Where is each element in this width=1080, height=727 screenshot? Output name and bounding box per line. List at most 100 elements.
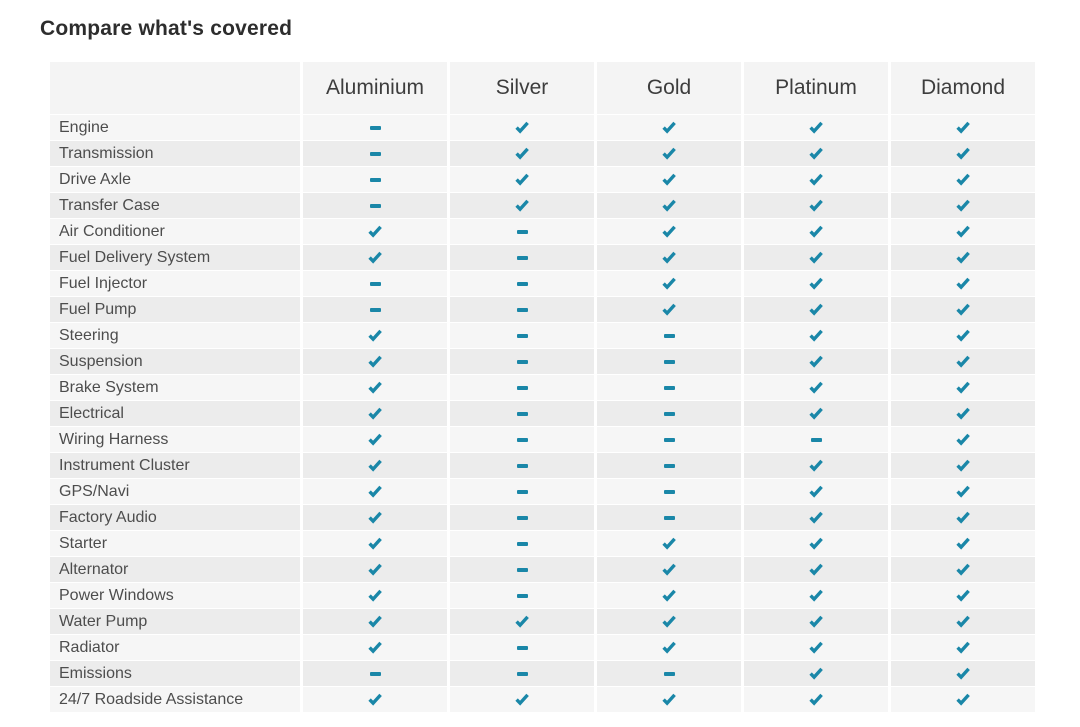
dash-icon [516,567,528,572]
check-icon [809,251,823,264]
check-icon [956,147,970,160]
coverage-cell [303,609,447,634]
row-label: Air Conditioner [50,219,300,244]
coverage-cell [891,375,1035,400]
coverage-cell [303,505,447,530]
coverage-cell [450,271,594,296]
dash-icon [663,359,675,364]
coverage-cell [891,635,1035,660]
check-icon [809,381,823,394]
row-label: Emissions [50,661,300,686]
coverage-cell [744,219,888,244]
check-icon [662,251,676,264]
coverage-cell [450,323,594,348]
dash-icon [516,489,528,494]
coverage-cell [891,687,1035,712]
dash-icon [516,541,528,546]
check-icon [809,485,823,498]
check-icon [662,641,676,654]
coverage-cell [891,219,1035,244]
coverage-cell [744,115,888,140]
row-label: Transfer Case [50,193,300,218]
check-icon [956,303,970,316]
row-label: Engine [50,115,300,140]
check-icon [956,121,970,134]
check-icon [515,199,529,212]
column-header-diamond: Diamond [891,62,1035,114]
coverage-cell [744,323,888,348]
coverage-cell [891,167,1035,192]
check-icon [662,589,676,602]
dash-icon [663,515,675,520]
row-label: Drive Axle [50,167,300,192]
coverage-cell [891,479,1035,504]
check-icon [956,667,970,680]
check-icon [956,641,970,654]
check-icon [956,485,970,498]
coverage-cell [891,297,1035,322]
coverage-cell [450,167,594,192]
check-icon [368,407,382,420]
check-icon [956,199,970,212]
coverage-cell [891,193,1035,218]
coverage-cell [450,115,594,140]
coverage-cell [450,661,594,686]
check-icon [956,693,970,706]
coverage-cell [744,635,888,660]
coverage-cell [597,479,741,504]
coverage-cell [303,401,447,426]
coverage-cell [744,505,888,530]
coverage-cell [303,635,447,660]
check-icon [956,225,970,238]
coverage-cell [303,583,447,608]
check-icon [809,303,823,316]
coverage-cell [303,375,447,400]
dash-icon [516,281,528,286]
row-label: Alternator [50,557,300,582]
check-icon [368,485,382,498]
check-icon [809,537,823,550]
column-header-gold: Gold [597,62,741,114]
coverage-cell [597,245,741,270]
dash-icon [369,203,381,208]
coverage-cell [303,323,447,348]
check-icon [368,355,382,368]
coverage-cell [744,401,888,426]
check-icon [368,459,382,472]
coverage-cell [450,609,594,634]
check-icon [515,615,529,628]
dash-icon [516,515,528,520]
check-icon [809,563,823,576]
coverage-cell [303,479,447,504]
dash-icon [663,411,675,416]
check-icon [515,173,529,186]
check-icon [662,225,676,238]
dash-icon [516,307,528,312]
check-icon [368,615,382,628]
check-icon [809,693,823,706]
dash-icon [369,125,381,130]
coverage-cell [597,609,741,634]
dash-icon [516,411,528,416]
check-icon [809,641,823,654]
dash-icon [369,671,381,676]
check-icon [368,511,382,524]
coverage-cell [891,141,1035,166]
coverage-cell [891,427,1035,452]
check-icon [809,589,823,602]
row-label: Fuel Injector [50,271,300,296]
check-icon [662,563,676,576]
check-icon [956,433,970,446]
check-icon [662,173,676,186]
dash-icon [810,437,822,442]
coverage-cell [597,167,741,192]
check-icon [956,355,970,368]
coverage-cell [891,609,1035,634]
coverage-cell [450,557,594,582]
dash-icon [516,671,528,676]
column-header-silver: Silver [450,62,594,114]
check-icon [368,537,382,550]
coverage-cell [891,557,1035,582]
coverage-cell [303,687,447,712]
dash-icon [516,463,528,468]
